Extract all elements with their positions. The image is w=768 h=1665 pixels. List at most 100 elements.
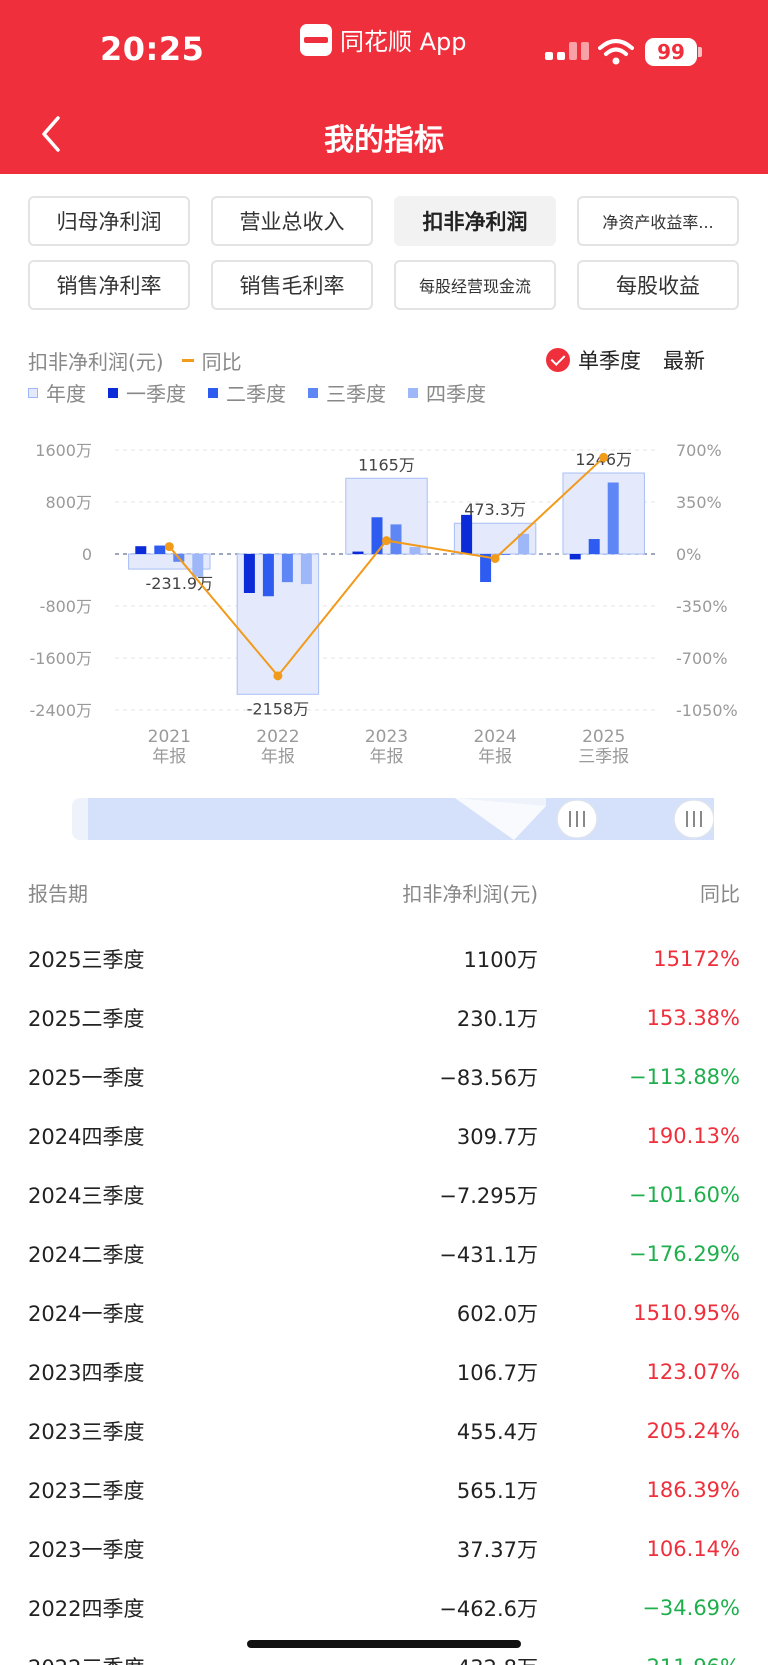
y-axis-right-tick: -350% [676,597,728,616]
quarter-bar[interactable] [461,514,473,554]
yoy-point[interactable] [273,671,283,681]
app-indicator: 同花顺 App [300,22,467,57]
quarter-bar[interactable] [588,539,600,554]
y-axis-left-tick: 0 [82,545,92,564]
row-period: 2022三季度 [28,1652,288,1665]
legend-swatch [308,387,318,398]
table-row[interactable]: 2023四季度 106.7万 123.07% [28,1342,740,1401]
series-legend: 年度 一季度 二季度 三季度 四季度 [28,378,486,407]
legend-item-annual[interactable]: 年度 [28,378,86,407]
legend-item-q2[interactable]: 二季度 [208,378,286,407]
legend-swatch [108,387,118,398]
quarter-bar[interactable] [352,551,364,554]
row-period: 2023二季度 [28,1478,145,1503]
legend-item-q3[interactable]: 三季度 [308,378,386,407]
table-row[interactable]: 2022三季度−432.8万−211.96% [28,1637,740,1665]
row-yoy: −101.60% [628,1182,740,1207]
row-period: 2025二季度 [28,1006,145,1031]
row-yoy: 106.14% [646,1536,740,1561]
quarter-bar[interactable] [518,533,530,554]
quarter-bar[interactable] [569,554,581,560]
row-value: 455.4万 [456,1419,538,1444]
quarter-bar[interactable] [262,554,274,597]
quarter-bar[interactable] [607,482,619,555]
quarter-bar[interactable] [192,554,204,577]
tab-deducted-net-profit[interactable]: 扣非净利润 [394,196,556,246]
yoy-point[interactable] [164,542,174,552]
table-row[interactable]: 2024一季度 602.0万 1510.95% [28,1283,740,1342]
legend-item-q4[interactable]: 四季度 [408,378,486,407]
table-row[interactable]: 2024二季度 −431.1万 −176.29% [28,1224,740,1283]
battery-icon: 99 [645,38,697,66]
yoy-point[interactable] [599,452,609,462]
slider-range-left [88,798,514,840]
row-value: 37.37万 [456,1537,538,1562]
y-axis-left-tick: -800万 [40,597,92,616]
yoy-point[interactable] [382,536,391,546]
table-row[interactable]: 2022四季度 −462.6万 −34.69% [28,1578,740,1637]
tab-parent-net-profit[interactable]: 归母净利润 [28,196,190,246]
table-row[interactable]: 2024四季度 309.7万 190.13% [28,1106,740,1165]
slider-handle-right[interactable] [673,799,714,839]
tab-gross-margin[interactable]: 销售毛利率 [211,260,373,310]
deducted-net-profit-chart[interactable]: 1600万 800万 0 -800万 -1600万 -2400万 700% 350% 0% -35… [0,430,768,780]
row-period: 2024三季度 [28,1183,145,1208]
quarter-bar[interactable] [300,554,312,585]
legend-swatch [28,387,38,398]
x-axis-label: 三季报 [578,747,629,767]
row-value: 230.1万 [456,1006,538,1031]
tab-net-profit-margin[interactable]: 销售净利率 [28,260,190,310]
table-row[interactable]: 2025二季度 230.1万 153.38% [28,988,740,1047]
data-table: 报告期 扣非净利润(元) 同比 2025三季度 1100万 15172% 2025二季… [28,872,740,1665]
yoy-line-swatch [181,359,194,362]
x-axis-label: 年报 [478,747,512,767]
yoy-label: 同比 [201,350,242,374]
quarter-bar[interactable] [243,554,255,593]
tab-operating-cashflow-per-share[interactable]: 每股经营现金流 [394,260,556,310]
table-row[interactable]: 2025三季度 1100万 15172% [28,929,740,988]
legend-label: 三季度 [326,382,386,406]
quarter-bar[interactable] [281,554,293,583]
range-slider[interactable] [72,798,714,840]
row-value: 602.0万 [456,1301,538,1326]
slider-handle-left[interactable] [556,799,598,839]
table-row[interactable]: 2023一季度 37.37万 106.14% [28,1519,740,1578]
legend-swatch [408,387,418,398]
x-axis-label: 2023 [365,727,408,747]
back-icon[interactable] [34,112,68,156]
yoy-point[interactable] [490,553,500,563]
tab-roe[interactable]: 净资产收益率... [577,196,739,246]
legend-item-q1[interactable]: 一季度 [108,378,186,407]
quarter-bar[interactable] [154,545,166,554]
latest-button[interactable]: 最新 [663,349,705,373]
annual-value-label: 1165万 [358,455,415,474]
table-row[interactable]: 2024三季度 −7.295万 −101.60% [28,1165,740,1224]
single-quarter-toggle[interactable]: 单季度 [546,345,641,375]
annual-value-label: 473.3万 [464,500,526,519]
row-yoy: −176.29% [628,1241,740,1266]
quarter-bar[interactable] [390,524,402,554]
y-axis-right-tick: -700% [676,649,728,668]
page-title: 我的指标 [324,123,444,158]
annual-bar[interactable] [128,553,211,570]
x-axis-label: 年报 [152,747,186,767]
tab-total-revenue[interactable]: 营业总收入 [211,196,373,246]
row-yoy: 15172% [653,946,740,971]
table-row[interactable]: 2023二季度 565.1万 186.39% [28,1460,740,1519]
chart-legend-header: 扣非净利润(元) 同比 [28,346,242,375]
status-time: 20:25 [100,30,205,68]
tab-eps[interactable]: 每股收益 [577,260,739,310]
quarter-bar[interactable] [480,554,492,583]
y-axis-right-tick: 0% [676,545,701,564]
annual-bar[interactable] [562,472,645,555]
quarter-bar[interactable] [409,547,421,554]
wifi-icon [598,39,634,65]
quarter-bar[interactable] [371,517,383,554]
quarter-bar[interactable] [499,554,511,555]
row-period: 2023四季度 [28,1360,145,1385]
row-period: 2024一季度 [28,1301,145,1326]
row-period: 2023三季度 [28,1419,145,1444]
quarter-bar[interactable] [135,546,147,554]
table-row[interactable]: 2025一季度 −83.56万 −113.88% [28,1047,740,1106]
table-row[interactable]: 2023三季度 455.4万 205.24% [28,1401,740,1460]
